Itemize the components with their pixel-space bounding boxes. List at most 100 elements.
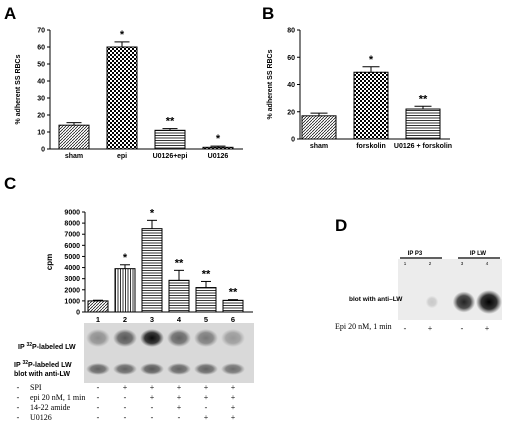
lane-number: 1 <box>404 261 407 266</box>
y-tick-label: 10 <box>37 130 45 137</box>
significance-marker: * <box>369 54 374 66</box>
treatment-sign: + <box>150 383 155 392</box>
blot-band <box>167 363 191 375</box>
blot-d-lanes: 1 - 2 +3 - 4 + <box>404 261 502 333</box>
category-label: sham <box>65 153 83 160</box>
y-tick-label: 40 <box>37 79 45 86</box>
y-tick-label: 20 <box>37 113 45 120</box>
treatment-sign: + <box>231 413 236 422</box>
blot-panel-c: IP 32P-labeled LW IP 32P-labeled LW blot… <box>14 323 254 383</box>
significance-marker: * <box>216 133 221 145</box>
panel-letter-b: B <box>262 4 274 23</box>
y-tick-label: 70 <box>37 28 45 35</box>
blot-panel-d: IP P3 IP LW 1 - 2 +3 - 4 + blot with anti–LW E… <box>335 251 502 333</box>
bar-c-3 <box>141 228 163 313</box>
blot-band <box>452 291 476 313</box>
category-label: 4 <box>177 315 182 324</box>
epi-sign: + <box>428 324 433 333</box>
y-tick-label: 60 <box>37 45 45 52</box>
category-label: 1 <box>96 315 100 324</box>
epi-sign: + <box>485 324 490 333</box>
treatment-sign: + <box>204 393 209 402</box>
blot-band <box>113 329 137 347</box>
blot-band <box>476 290 502 314</box>
treatment-label: 14-22 amide <box>30 403 71 412</box>
treatment-sign: + <box>231 393 236 402</box>
y-tick-label: 8000 <box>64 221 80 228</box>
ip-lw-label: IP LW <box>470 251 487 257</box>
category-label: U0126+epi <box>153 153 188 160</box>
y-axis-label: % adherent SS RBCs <box>15 54 22 124</box>
treatment-sign: - <box>124 403 127 412</box>
y-tick-label: 6000 <box>64 243 80 250</box>
treatment-sign: - <box>205 403 208 412</box>
treatment-label: U0126 <box>30 413 52 422</box>
y-tick-label: 9000 <box>64 210 80 217</box>
treatment-sign: + <box>231 383 236 392</box>
y-axis-label: cpm <box>45 254 54 270</box>
bar-c-1 <box>87 300 109 313</box>
panel-letter-a: A <box>4 4 16 23</box>
blot-d-label: blot with anti–LW <box>349 296 403 303</box>
significance-marker: ** <box>166 116 175 128</box>
bar-a-2 <box>106 46 138 150</box>
ip-p3-label: IP P3 <box>408 251 423 257</box>
treatment-sign: + <box>231 403 236 412</box>
treatment-table: SPI- - + + + + +epi 20 nM, 1 min- - - + + + +14-22 a… <box>17 383 236 422</box>
treatment-sign: + <box>123 383 128 392</box>
significance-marker: ** <box>202 268 211 280</box>
treatment-sign: - <box>97 403 100 412</box>
blot-d-epi-label: Epi 20 nM, 1 min <box>335 322 392 331</box>
panel-letter-c: C <box>4 174 16 193</box>
blot-band <box>140 329 164 347</box>
y-tick-label: 0 <box>41 147 45 154</box>
y-tick-label: 0 <box>76 310 80 317</box>
bar-c-4 <box>168 279 190 313</box>
treatment-row-dash: - <box>17 413 20 422</box>
blot-band <box>140 363 164 375</box>
category-label: 2 <box>123 315 127 324</box>
y-tick-label: 0 <box>291 137 295 144</box>
epi-sign: - <box>404 324 407 333</box>
significance-marker: ** <box>419 93 428 105</box>
y-tick-label: 5000 <box>64 254 80 261</box>
chart-panel-b: 0 20 40 60 80 % adherent SS RBCs sham * forskoli… <box>267 28 452 151</box>
significance-marker: ** <box>175 257 184 269</box>
y-tick-label: 1000 <box>64 298 80 305</box>
blot-band <box>113 363 137 375</box>
blot-c-label-1: IP 32P-labeled LW <box>18 342 76 351</box>
treatment-sign: - <box>97 413 100 422</box>
bar-b-3 <box>405 108 441 140</box>
bar-c-5 <box>195 287 217 313</box>
bar-a-1 <box>58 124 90 150</box>
blot-band <box>194 363 218 375</box>
blot-c-label-3: blot with anti-LW <box>14 371 70 378</box>
treatment-label: SPI <box>30 383 42 392</box>
y-tick-label: 50 <box>37 62 45 69</box>
bar-c-6 <box>222 299 244 313</box>
bar-b-2 <box>353 71 389 140</box>
treatment-sign: - <box>151 413 154 422</box>
blot-band <box>86 363 110 375</box>
lane-number: 4 <box>486 261 489 266</box>
treatment-sign: + <box>177 393 182 402</box>
treatment-sign: - <box>124 413 127 422</box>
category-label: 3 <box>150 315 154 324</box>
category-label: forskolin <box>356 143 386 150</box>
significance-marker: * <box>150 207 155 219</box>
category-label: U0126 <box>208 153 229 160</box>
bar-c-2 <box>114 268 136 313</box>
y-tick-label: 60 <box>287 55 295 62</box>
panel-letter-d: D <box>335 216 347 235</box>
lane-number: 2 <box>429 261 432 266</box>
treatment-sign: - <box>97 393 100 402</box>
category-label: sham <box>310 143 328 150</box>
y-tick-label: 30 <box>37 96 45 103</box>
blot-band <box>425 295 439 309</box>
treatment-row-dash: - <box>17 393 20 402</box>
blot-band <box>221 329 245 347</box>
chart-panel-c: 0 1000 2000 3000 4000 5000 6000 7000 8000 9000 cpm… <box>45 207 253 324</box>
significance-marker: * <box>123 252 128 264</box>
blot-band <box>86 329 110 347</box>
treatment-sign: + <box>204 383 209 392</box>
